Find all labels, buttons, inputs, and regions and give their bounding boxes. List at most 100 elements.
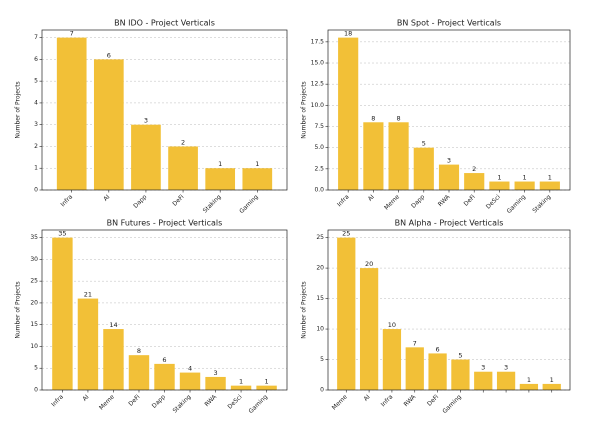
x-tick-label: Infra — [50, 393, 65, 408]
y-tick-label: 1 — [34, 165, 38, 172]
value-label: 8 — [397, 114, 401, 122]
x-tick-label: RWA — [203, 393, 218, 408]
bar — [405, 347, 424, 390]
y-tick-label: 12.5 — [311, 81, 325, 88]
y-tick-label: 20 — [30, 299, 38, 306]
bar — [154, 363, 175, 390]
x-tick-label: AI — [102, 193, 111, 202]
value-label: 1 — [218, 160, 222, 168]
bar — [230, 385, 252, 390]
value-label: 7 — [413, 339, 417, 347]
x-tick-label: DeFi — [426, 393, 440, 407]
y-tick-label: 10 — [30, 343, 38, 350]
y-tick-label: 0 — [34, 387, 38, 394]
value-label: 1 — [527, 376, 531, 384]
x-tick-label: Staking — [202, 193, 223, 214]
bar — [496, 371, 516, 390]
value-label: 3 — [213, 369, 217, 377]
value-label: 1 — [255, 160, 259, 168]
value-label: 3 — [144, 117, 148, 125]
bar — [52, 237, 73, 390]
value-label: 1 — [548, 174, 552, 182]
value-label: 35 — [58, 230, 66, 238]
y-tick-label: 17.5 — [311, 38, 325, 45]
bar — [103, 329, 124, 390]
y-tick-label: 30 — [30, 256, 38, 263]
value-label: 18 — [344, 30, 352, 38]
bar — [474, 371, 493, 390]
y-axis-label: Number of Projects — [301, 81, 308, 138]
x-tick-label: Infra — [59, 193, 74, 208]
y-tick-label: 5 — [34, 365, 38, 372]
bar — [413, 147, 434, 190]
y-tick-label: 15 — [316, 295, 324, 302]
bar — [242, 168, 273, 190]
value-label: 6 — [162, 356, 166, 364]
x-tick-label: Dapp — [132, 193, 148, 209]
y-tick-label: 5 — [34, 78, 38, 85]
bar — [205, 168, 236, 190]
value-label: 1 — [497, 174, 501, 182]
x-tick-label: Dapp — [151, 393, 167, 409]
value-label: 10 — [388, 321, 396, 329]
value-label: 14 — [109, 321, 117, 329]
bar — [363, 122, 384, 190]
bar — [542, 383, 561, 390]
bar — [77, 298, 99, 390]
y-tick-label: 7.5 — [314, 123, 324, 130]
chart-title: BN IDO - Project Verticals — [114, 19, 215, 28]
y-tick-label: 0.0 — [314, 187, 324, 194]
bar — [131, 124, 161, 190]
value-label: 3 — [504, 364, 508, 372]
bar — [428, 353, 447, 390]
y-tick-label: 10 — [316, 326, 324, 333]
x-tick-label: DeFi — [127, 393, 141, 407]
bar — [56, 37, 87, 190]
x-tick-label: Infra — [380, 393, 395, 408]
value-label: 3 — [481, 364, 485, 372]
x-tick-label: DeFi — [171, 193, 185, 207]
x-tick-label: Gaming — [248, 393, 270, 415]
y-tick-label: 2.5 — [314, 165, 324, 172]
value-label: 1 — [239, 378, 243, 386]
bar — [205, 376, 226, 390]
x-tick-label: AI — [367, 193, 376, 202]
y-tick-label: 2 — [34, 143, 38, 150]
x-tick-label: AI — [362, 393, 371, 402]
y-tick-label: 35 — [30, 234, 38, 241]
value-label: 1 — [523, 174, 527, 182]
plot-frame — [327, 229, 571, 391]
bar — [382, 329, 402, 390]
plot-frame — [41, 29, 288, 191]
bar — [337, 237, 356, 390]
y-tick-label: 15.0 — [311, 60, 325, 67]
x-tick-label: DeSci — [485, 193, 502, 210]
value-label: 1 — [265, 378, 269, 386]
y-axis-label: Number of Projects — [15, 81, 22, 138]
y-tick-label: 15 — [30, 321, 38, 328]
bar — [359, 268, 379, 390]
y-tick-label: 10.0 — [311, 102, 325, 109]
y-tick-label: 25 — [316, 234, 324, 241]
bar — [338, 37, 359, 190]
y-tick-label: 7 — [34, 34, 38, 41]
value-label: 7 — [70, 30, 74, 38]
bar — [388, 122, 409, 190]
y-tick-label: 0 — [34, 187, 38, 194]
value-label: 2 — [472, 165, 476, 173]
x-tick-label: RWA — [403, 393, 418, 408]
value-label: 8 — [137, 347, 141, 355]
value-label: 3 — [447, 157, 451, 165]
value-label: 25 — [342, 230, 350, 238]
y-tick-label: 4 — [34, 99, 38, 106]
x-tick-label: Meme — [331, 393, 349, 411]
bar — [451, 359, 470, 390]
chart-title: BN Alpha - Project Verticals — [395, 219, 504, 228]
x-tick-label: Gaming — [441, 393, 463, 415]
bar — [514, 181, 535, 190]
chart-title: BN Futures - Project Verticals — [107, 219, 223, 228]
x-tick-label: Staking — [172, 393, 193, 414]
bar — [179, 372, 201, 390]
x-tick-label: RWA — [437, 193, 452, 208]
value-label: 21 — [84, 291, 92, 299]
